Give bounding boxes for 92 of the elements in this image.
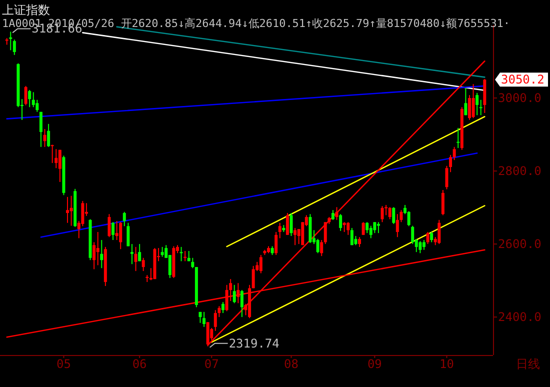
candlestick: [441, 190, 444, 216]
candlestick: [232, 284, 236, 304]
candlestick: [369, 225, 372, 239]
chart-title: 上证指数: [2, 3, 50, 17]
candlestick: [376, 222, 380, 234]
candlestick: [476, 92, 479, 116]
candlestick: [28, 89, 32, 108]
candlestick: [100, 240, 104, 269]
candlestick: [9, 31, 12, 51]
candlestick: [449, 154, 452, 173]
candlestick: [278, 222, 282, 239]
candlestick: [422, 240, 426, 250]
candlestick: [191, 257, 194, 269]
candlestick: [274, 231, 278, 256]
candlestick: [339, 214, 342, 232]
candlestick: [373, 222, 376, 234]
candlestick: [24, 85, 28, 106]
x-axis-title: 日线: [516, 357, 540, 371]
candlestick: [362, 222, 365, 236]
candlestick: [392, 206, 396, 224]
candlestick: [214, 310, 217, 332]
candlestick: [58, 149, 62, 182]
candlestick: [426, 231, 430, 245]
candlestick: [456, 127, 460, 149]
candlestick: [290, 212, 293, 236]
candlestick: [366, 222, 369, 234]
candlestick: [184, 250, 187, 262]
candlestick: [479, 99, 482, 116]
candlestick: [66, 196, 70, 224]
text: 3050.2: [501, 72, 544, 87]
candlestick: [358, 236, 362, 248]
candlestick: [236, 282, 240, 304]
candlestick: [350, 227, 354, 246]
candlestick: [316, 238, 320, 254]
candlestick: [445, 165, 448, 190]
candlestick: [411, 225, 414, 245]
candlestick: [92, 242, 96, 270]
candlestick: [32, 92, 35, 108]
x-tick-label: 10: [440, 357, 454, 371]
candlestick: [472, 84, 475, 119]
candlestick: [142, 257, 145, 272]
x-tick-label: 05: [56, 357, 71, 371]
candlestick: [122, 211, 126, 227]
candlestick: [70, 195, 73, 226]
candlestick: [134, 246, 138, 272]
candlestick: [43, 128, 46, 148]
x-tick-label: 07: [204, 357, 219, 371]
candlestick: [202, 311, 206, 328]
candlestick: [221, 302, 224, 314]
candlestick: [126, 222, 130, 247]
candlestick: [12, 39, 16, 56]
candlestick: [294, 227, 297, 246]
candlestick: [112, 222, 115, 241]
candlestick: [452, 146, 456, 161]
candlestick: [464, 88, 468, 116]
candlestick: [388, 206, 392, 220]
candlestick: [119, 222, 122, 250]
candlestick: [39, 111, 42, 148]
y-tick-label: 2600.0: [498, 237, 542, 252]
candlestick: [342, 222, 346, 232]
y-tick-label: 3000.0: [498, 91, 542, 106]
candlestick: [320, 240, 324, 257]
candlestick: [286, 212, 289, 236]
y-tick-label: 2400.0: [498, 310, 542, 324]
candlestick: [252, 265, 255, 289]
candlestick: [407, 210, 410, 227]
candlestick: [240, 290, 244, 318]
x-tick-label: 08: [284, 357, 298, 371]
candlestick: [335, 206, 338, 220]
candlestick: [138, 244, 142, 262]
candlestick: [180, 246, 183, 262]
candlestick: [346, 222, 350, 236]
candlestick: [331, 210, 334, 220]
candlestick: [468, 94, 471, 120]
candlestick: [47, 123, 50, 148]
candlestick: [160, 246, 164, 258]
candlestick: [96, 231, 100, 266]
candlestick: [418, 240, 422, 254]
candlestick: [430, 231, 434, 243]
candlestick: [438, 219, 441, 245]
candlestick: [115, 220, 118, 241]
x-tick-label: 09: [367, 357, 382, 371]
x-tick-label: 06: [132, 357, 147, 371]
candlestick: [380, 206, 384, 223]
y-tick-label: 2800.0: [498, 164, 542, 178]
candlestick: [50, 144, 54, 164]
candlestick: [108, 214, 111, 238]
annotation: 2319.74: [228, 336, 280, 350]
candlestick: [396, 214, 399, 238]
candlestick: [54, 148, 58, 169]
candlestick: [259, 254, 262, 274]
candlestick: [130, 244, 134, 265]
